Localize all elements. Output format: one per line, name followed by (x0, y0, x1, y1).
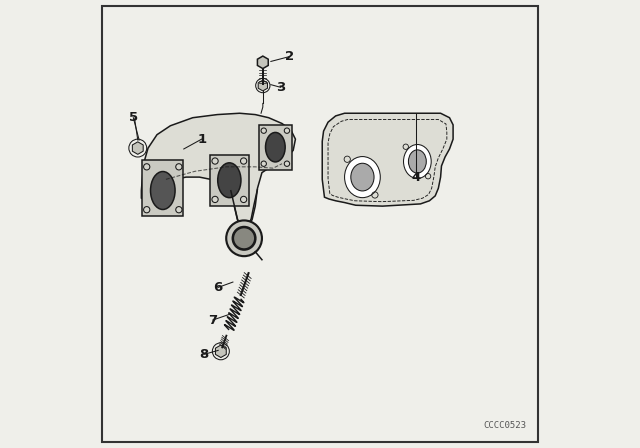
Ellipse shape (150, 172, 175, 210)
Circle shape (234, 228, 255, 249)
Circle shape (284, 128, 290, 134)
Ellipse shape (218, 163, 241, 198)
Polygon shape (142, 160, 183, 216)
Circle shape (212, 196, 218, 202)
Polygon shape (210, 155, 249, 206)
Polygon shape (257, 56, 268, 69)
Text: CCCC0523: CCCC0523 (483, 421, 526, 431)
Ellipse shape (403, 145, 431, 178)
Polygon shape (141, 113, 296, 235)
Circle shape (284, 161, 290, 166)
Polygon shape (132, 142, 143, 154)
Circle shape (241, 196, 247, 202)
Circle shape (241, 158, 247, 164)
Polygon shape (259, 125, 292, 169)
Circle shape (261, 128, 266, 134)
Text: 1: 1 (197, 133, 206, 146)
Text: 3: 3 (276, 81, 285, 94)
Ellipse shape (408, 150, 426, 173)
Text: 7: 7 (208, 314, 218, 327)
Text: 8: 8 (199, 348, 209, 361)
Ellipse shape (344, 156, 380, 198)
Ellipse shape (266, 133, 285, 162)
Text: 2: 2 (285, 50, 294, 63)
Text: 4: 4 (412, 171, 420, 184)
Polygon shape (322, 113, 453, 206)
Circle shape (212, 158, 218, 164)
Polygon shape (258, 80, 268, 91)
Circle shape (261, 161, 266, 166)
Circle shape (143, 164, 150, 170)
Circle shape (176, 164, 182, 170)
Circle shape (226, 220, 262, 256)
Ellipse shape (351, 163, 374, 191)
Circle shape (176, 207, 182, 213)
Text: 5: 5 (129, 111, 138, 124)
Circle shape (143, 207, 150, 213)
Polygon shape (216, 345, 227, 358)
Text: 6: 6 (214, 281, 223, 294)
